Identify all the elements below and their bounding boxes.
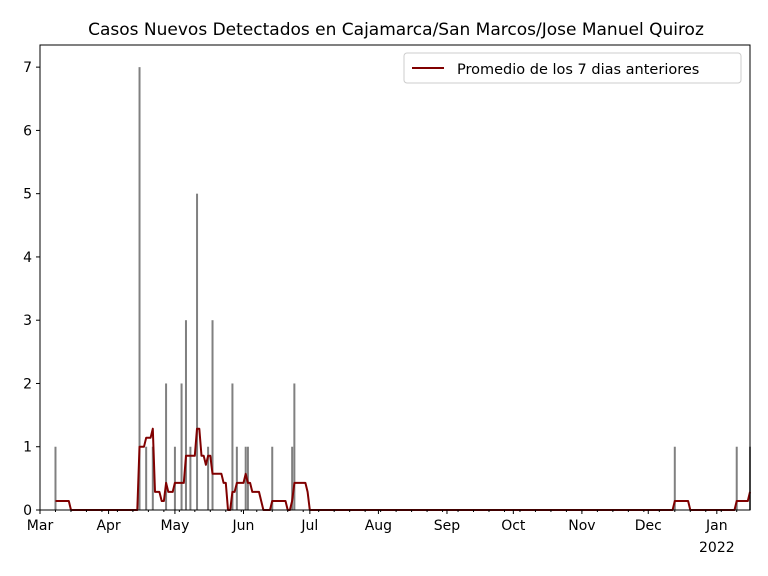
bar bbox=[165, 383, 168, 510]
bar bbox=[184, 320, 187, 510]
plot-frame bbox=[39, 44, 751, 511]
bar bbox=[151, 446, 154, 510]
y-tick-label: 6 bbox=[23, 123, 32, 139]
x-tick-label: Dec bbox=[635, 518, 662, 534]
bar bbox=[196, 193, 199, 510]
x-tick-label: Aug bbox=[365, 518, 392, 534]
legend: Promedio de los 7 dias anteriores bbox=[403, 52, 742, 84]
y-tick-label: 2 bbox=[23, 376, 32, 392]
x-tick-label: Jun bbox=[232, 518, 255, 534]
x-tick-label: Nov bbox=[568, 518, 595, 534]
bar bbox=[271, 446, 274, 510]
y-tick-label: 5 bbox=[23, 187, 32, 203]
x-tick-label: Sep bbox=[434, 518, 461, 534]
x-tick-label: Apr bbox=[96, 518, 120, 534]
y-tick-label: 1 bbox=[23, 440, 32, 456]
bar bbox=[207, 446, 210, 510]
legend-label: Promedio de los 7 dias anteriores bbox=[457, 62, 699, 78]
bar bbox=[291, 446, 294, 510]
x-tick-label: May bbox=[160, 518, 189, 534]
bar bbox=[173, 446, 176, 510]
y-tick-label: 7 bbox=[23, 60, 32, 76]
bar bbox=[145, 446, 148, 510]
legend-box bbox=[403, 52, 742, 84]
bar bbox=[735, 446, 738, 510]
bar bbox=[180, 383, 183, 510]
x-tick-label: Mar bbox=[27, 518, 54, 534]
bar bbox=[235, 446, 238, 510]
bar bbox=[244, 446, 247, 510]
bar bbox=[246, 446, 249, 510]
x-tick-year-label: 2022 bbox=[699, 540, 735, 556]
bar bbox=[231, 383, 234, 510]
bar bbox=[54, 446, 57, 510]
bar bbox=[138, 67, 141, 511]
x-tick-label: Jul bbox=[300, 518, 318, 534]
x-tick-label: Jan bbox=[705, 518, 728, 534]
y-tick-label: 4 bbox=[23, 250, 32, 266]
y-tick-label: 0 bbox=[23, 503, 32, 519]
chart-title: Casos Nuevos Detectados en Cajamarca/San… bbox=[88, 20, 704, 40]
bar bbox=[211, 320, 214, 510]
bar bbox=[293, 383, 296, 510]
bar bbox=[673, 446, 676, 510]
bar bbox=[189, 446, 192, 510]
x-tick-label: Oct bbox=[501, 518, 526, 534]
y-tick-label: 3 bbox=[23, 313, 32, 329]
rolling-mean-line bbox=[55, 427, 751, 511]
